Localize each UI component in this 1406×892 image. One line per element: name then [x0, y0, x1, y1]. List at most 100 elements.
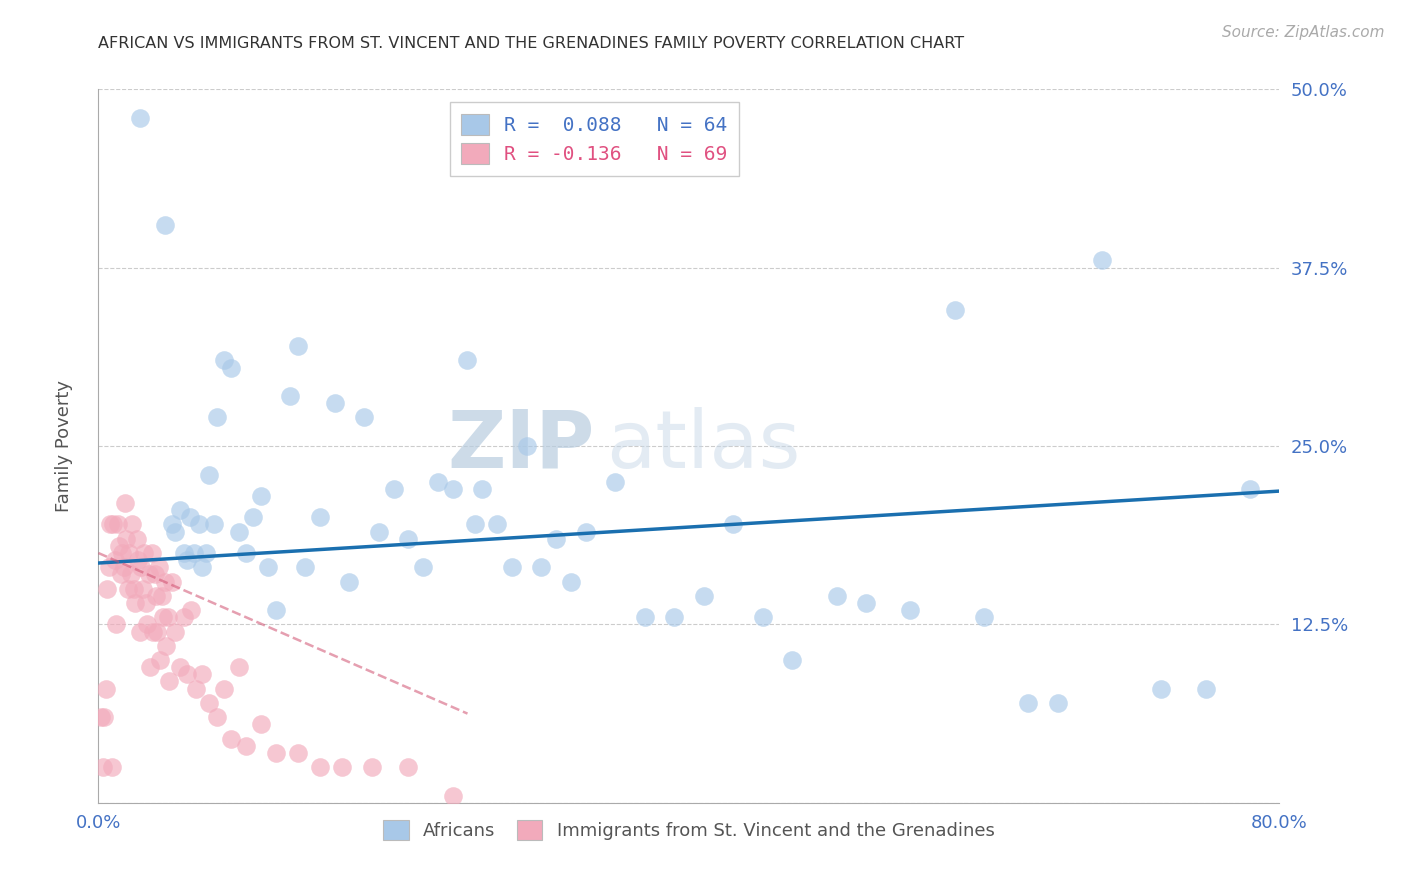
Point [169, 660, 191, 674]
Point [107, 517, 129, 532]
Point [129, 560, 152, 574]
Point [187, 517, 209, 532]
Point [143, 567, 166, 582]
Point [825, 589, 848, 603]
Point [235, 739, 257, 753]
Point [152, 610, 174, 624]
Point [127, 553, 149, 567]
Point [943, 303, 966, 318]
Point [165, 624, 187, 639]
Point [693, 589, 716, 603]
Point [128, 624, 150, 639]
Point [900, 603, 922, 617]
Point [149, 653, 172, 667]
Text: AFRICAN VS IMMIGRANTS FROM ST. VINCENT AND THE GRENADINES FAMILY POVERTY CORRELA: AFRICAN VS IMMIGRANTS FROM ST. VINCENT A… [98, 36, 965, 51]
Point [139, 660, 162, 674]
Point [398, 760, 420, 774]
Point [120, 567, 142, 582]
Point [173, 610, 195, 624]
Point [153, 574, 176, 589]
Point [855, 596, 877, 610]
Point [97, 560, 120, 574]
Point [1091, 253, 1114, 268]
Point [124, 596, 146, 610]
Point [353, 410, 375, 425]
Point [464, 517, 486, 532]
Point [176, 553, 198, 567]
Point [179, 510, 201, 524]
Point [250, 489, 273, 503]
Point [156, 610, 179, 624]
Point [155, 639, 177, 653]
Point [134, 546, 156, 560]
Point [323, 396, 346, 410]
Point [1195, 681, 1218, 696]
Point [169, 503, 191, 517]
Y-axis label: Family Poverty: Family Poverty [55, 380, 73, 512]
Point [457, 353, 479, 368]
Point [176, 667, 198, 681]
Point [441, 482, 464, 496]
Point [221, 731, 243, 746]
Point [118, 546, 141, 560]
Point [195, 546, 218, 560]
Point [360, 760, 382, 774]
Point [973, 610, 995, 624]
Point [125, 532, 148, 546]
Point [128, 111, 150, 125]
Point [309, 510, 332, 524]
Point [368, 524, 391, 539]
Point [153, 218, 176, 232]
Point [183, 546, 205, 560]
Point [264, 746, 287, 760]
Point [93, 710, 115, 724]
Point [141, 546, 163, 560]
Point [664, 610, 686, 624]
Point [138, 567, 160, 582]
Point [257, 560, 280, 574]
Point [117, 582, 139, 596]
Point [91, 760, 114, 774]
Point [180, 603, 202, 617]
Point [98, 517, 121, 532]
Point [309, 760, 332, 774]
Point [398, 532, 420, 546]
Point [287, 746, 309, 760]
Point [115, 532, 138, 546]
Point [212, 353, 235, 368]
Point [96, 582, 118, 596]
Point [157, 674, 180, 689]
Point [108, 539, 131, 553]
Point [441, 789, 464, 803]
Point [110, 567, 132, 582]
Point [723, 517, 745, 532]
Point [546, 532, 568, 546]
Point [205, 410, 228, 425]
Point [1239, 482, 1261, 496]
Text: ZIP: ZIP [447, 407, 595, 485]
Point [330, 760, 353, 774]
Point [191, 560, 214, 574]
Point [221, 360, 243, 375]
Point [412, 560, 434, 574]
Point [427, 475, 450, 489]
Point [104, 553, 127, 567]
Point [575, 524, 598, 539]
Point [382, 482, 405, 496]
Point [228, 660, 250, 674]
Point [198, 696, 221, 710]
Point [114, 496, 136, 510]
Point [90, 710, 112, 724]
Point [112, 560, 135, 574]
Point [280, 389, 302, 403]
Point [94, 681, 117, 696]
Point [135, 596, 157, 610]
Point [1018, 696, 1040, 710]
Point [198, 467, 221, 482]
Point [202, 517, 225, 532]
Point [605, 475, 627, 489]
Point [228, 524, 250, 539]
Point [1150, 681, 1173, 696]
Point [100, 760, 122, 774]
Point [501, 560, 523, 574]
